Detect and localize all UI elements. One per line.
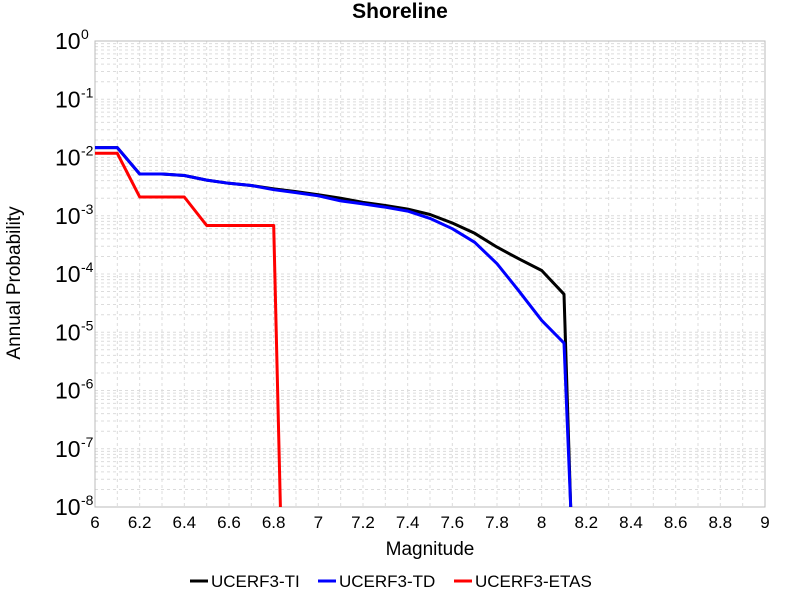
y-axis-title: Annual Probability (4, 206, 25, 360)
y-tick-label: 10 (55, 28, 81, 54)
x-tick-label: 6.2 (128, 513, 152, 532)
y-tick-label: 10 (55, 203, 81, 229)
y-tick-exponent: -7 (81, 434, 94, 450)
x-tick-label: 8 (537, 513, 546, 532)
x-tick-label: 8.4 (619, 513, 643, 532)
y-tick-exponent: -4 (81, 259, 94, 275)
legend-label-1: UCERF3-TD (339, 572, 435, 591)
y-tick-label: 10 (55, 436, 81, 462)
y-tick-exponent: -2 (81, 143, 94, 159)
y-tick-label: 10 (55, 86, 81, 112)
x-tick-label: 6.6 (217, 513, 241, 532)
x-tick-label: 6.4 (173, 513, 197, 532)
y-tick-label: 10 (55, 494, 81, 520)
series-line-0 (95, 146, 573, 508)
x-tick-labels: 6 6.2 6.4 6.6 6.8 7 7.2 7.4 7.6 7.8 8 8.2 8.4 8.6 8.8 9 (90, 513, 769, 532)
chart-title: Shoreline (352, 0, 448, 23)
plot-frame (94, 40, 766, 508)
x-tick-label: 8.8 (709, 513, 733, 532)
series-line-2 (95, 151, 282, 508)
grid (95, 41, 765, 507)
y-tick-exponent: -1 (81, 84, 94, 100)
x-tick-label: 9 (760, 513, 769, 532)
x-tick-label: 7.6 (441, 513, 465, 532)
x-tick-label: 7.2 (351, 513, 375, 532)
x-axis-title: Magnitude (386, 539, 475, 560)
series-line-1 (95, 146, 573, 508)
x-tick-label: 7.4 (396, 513, 420, 532)
x-tick-label: 6.8 (262, 513, 286, 532)
y-tick-exponent: 0 (81, 26, 89, 42)
series-layer (95, 146, 573, 508)
legend: UCERF3-TI UCERF3-TD UCERF3-ETAS (190, 572, 592, 591)
legend-label-2: UCERF3-ETAS (475, 572, 592, 591)
y-tick-exponent: -5 (81, 317, 94, 333)
y-tick-exponent: -8 (81, 492, 94, 508)
y-tick-label: 10 (55, 319, 81, 345)
y-tick-label: 10 (55, 261, 81, 287)
y-tick-label: 10 (55, 145, 81, 171)
x-tick-label: 8.6 (664, 513, 688, 532)
x-tick-label: 7.8 (485, 513, 509, 532)
x-tick-label: 6 (90, 513, 99, 532)
y-tick-label: 10 (55, 378, 81, 404)
y-tick-exponent: -3 (81, 201, 94, 217)
x-tick-label: 7 (314, 513, 323, 532)
y-tick-exponent: -6 (81, 376, 94, 392)
legend-label-0: UCERF3-TI (211, 572, 300, 591)
x-tick-label: 8.2 (575, 513, 599, 532)
